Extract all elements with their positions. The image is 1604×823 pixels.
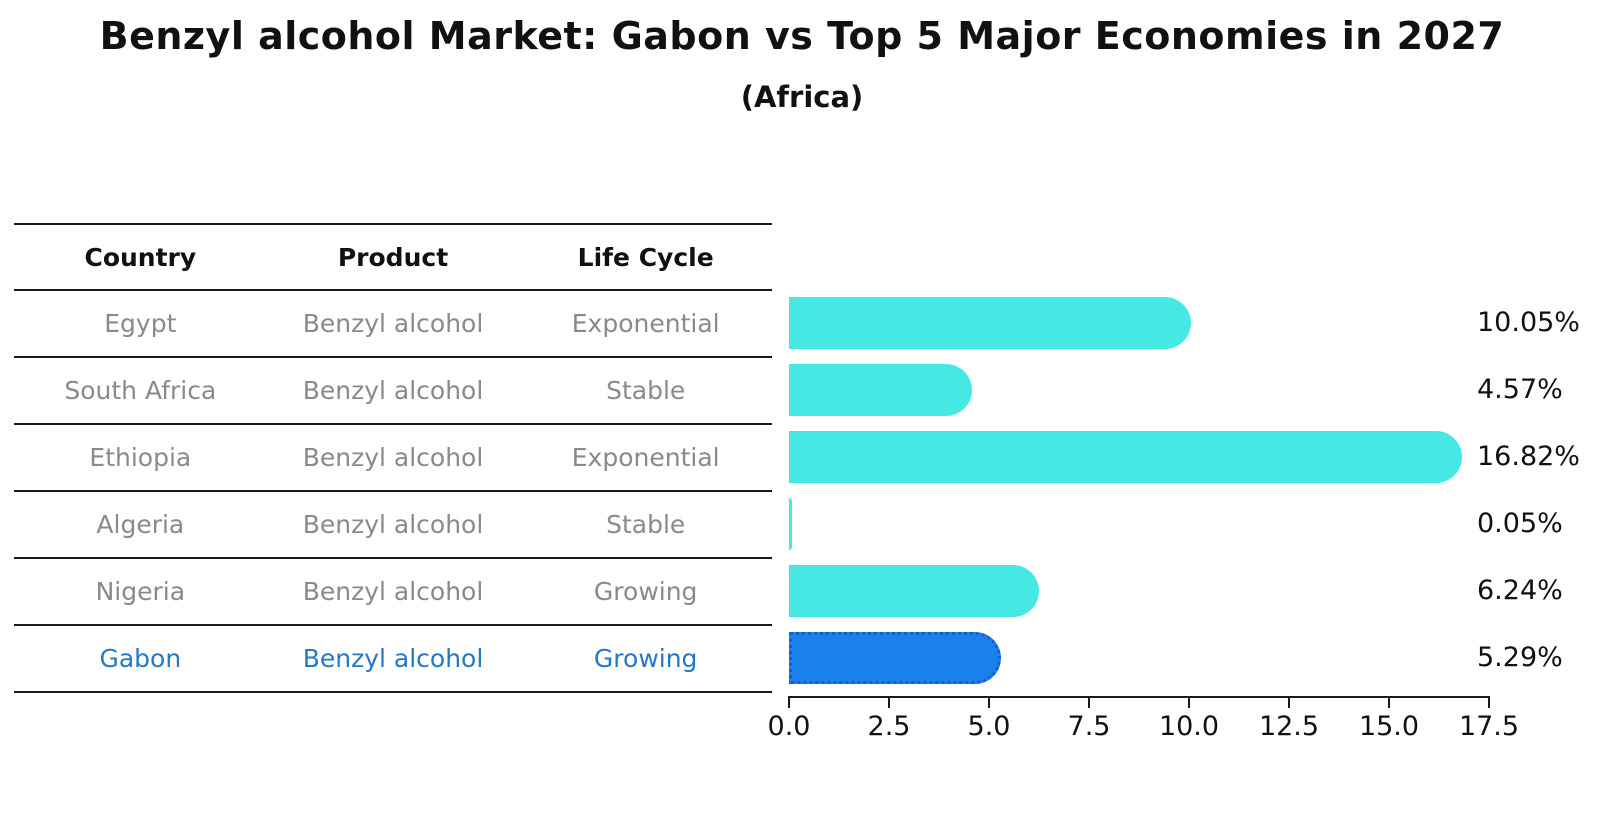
table-row-gabon: Gabon Benzyl alcohol Growing: [14, 626, 772, 693]
x-tick-label: 7.5: [1067, 711, 1111, 742]
bar-gabon: [789, 631, 1001, 684]
table-row-egypt: Egypt Benzyl alcohol Exponential: [14, 291, 772, 358]
x-tick-mark: [1188, 698, 1190, 708]
cell-product: Benzyl alcohol: [302, 376, 484, 405]
cell-lifecycle: Growing: [593, 644, 698, 673]
table-row-nigeria: Nigeria Benzyl alcohol Growing: [14, 559, 772, 626]
cell-product: Benzyl alcohol: [302, 443, 484, 472]
x-tick-mark: [1288, 698, 1290, 708]
x-tick-label: 17.5: [1458, 711, 1520, 742]
cell-lifecycle: Stable: [606, 510, 686, 539]
bar-egypt: [789, 296, 1191, 349]
bar-nigeria: [789, 564, 1039, 617]
x-tick-mark: [788, 698, 790, 708]
value-label-algeria: 0.05%: [1477, 507, 1563, 539]
table-row-south-africa: South Africa Benzyl alcohol Stable: [14, 358, 772, 425]
bar-ethiopia: [789, 430, 1462, 483]
bar-south-africa: [789, 363, 972, 416]
x-tick-mark: [988, 698, 990, 708]
cell-lifecycle: Stable: [606, 376, 686, 405]
x-tick-mark: [1388, 698, 1390, 708]
cell-country: Gabon: [99, 644, 182, 673]
x-tick-mark: [888, 698, 890, 708]
table-row-algeria: Algeria Benzyl alcohol Stable: [14, 492, 772, 559]
column-header-product: Product: [337, 242, 449, 272]
x-tick-label: 0.0: [767, 711, 811, 742]
x-tick-label: 12.5: [1258, 711, 1320, 742]
cell-product: Benzyl alcohol: [302, 577, 484, 606]
cell-product: Benzyl alcohol: [302, 510, 484, 539]
cell-country: Algeria: [96, 510, 185, 539]
cell-country: Nigeria: [95, 577, 186, 606]
x-tick-mark: [1488, 698, 1490, 708]
x-tick-label: 5.0: [967, 711, 1011, 742]
bar-algeria: [789, 497, 792, 550]
cell-product: Benzyl alcohol: [302, 309, 484, 338]
cell-lifecycle: Exponential: [571, 443, 720, 472]
cell-country: Egypt: [104, 309, 177, 338]
x-axis-line: [788, 696, 1490, 698]
value-label-ethiopia: 16.82%: [1477, 440, 1580, 472]
x-tick-label: 10.0: [1158, 711, 1220, 742]
value-label-south-africa: 4.57%: [1477, 373, 1563, 405]
x-tick-label: 15.0: [1358, 711, 1420, 742]
cell-country: Ethiopia: [89, 443, 192, 472]
country-info-table: Country Product Life Cycle Egypt Benzyl a…: [14, 223, 772, 693]
chart-title: Benzyl alcohol Market: Gabon vs Top 5 Ma…: [99, 14, 1505, 58]
cell-country: South Africa: [64, 376, 217, 405]
value-label-nigeria: 6.24%: [1477, 574, 1563, 606]
cell-lifecycle: Growing: [593, 577, 698, 606]
chart-subtitle: (Africa): [740, 80, 864, 114]
cell-lifecycle: Exponential: [571, 309, 720, 338]
table-body: Egypt Benzyl alcohol Exponential South Afri…: [14, 291, 772, 693]
cell-product: Benzyl alcohol: [302, 644, 484, 673]
x-tick-mark: [1088, 698, 1090, 708]
column-header-lifecycle: Life Cycle: [577, 242, 714, 272]
x-tick-label: 2.5: [867, 711, 911, 742]
table-row-ethiopia: Ethiopia Benzyl alcohol Exponential: [14, 425, 772, 492]
column-header-country: Country: [84, 242, 197, 272]
value-label-gabon: 5.29%: [1477, 641, 1563, 673]
table-header-row: Country Product Life Cycle: [14, 225, 772, 291]
value-label-egypt: 10.05%: [1477, 306, 1580, 338]
